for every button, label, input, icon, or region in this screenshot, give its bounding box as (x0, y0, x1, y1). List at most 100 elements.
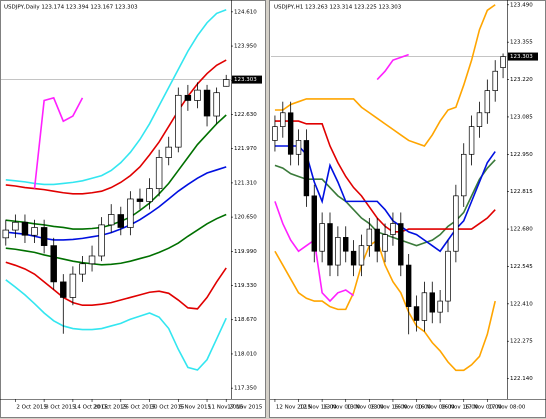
last-price-label: 123.303 (510, 54, 533, 60)
x-tick-label: 17 Nov 00:00 (465, 405, 503, 411)
candle-body (280, 112, 286, 127)
x-tick-label: 13 Nov 08:00 (347, 405, 385, 411)
candle-body (413, 306, 420, 321)
y-tick-label: 123.950 (234, 44, 257, 50)
candle-body (127, 198, 134, 228)
y-tick-label: 118.670 (234, 317, 257, 323)
candle-body (429, 292, 435, 313)
candle-body (405, 264, 412, 307)
y-tick-label: 119.990 (234, 249, 257, 255)
candle-body (136, 198, 144, 202)
indicator-line (5, 261, 227, 310)
candle-body (272, 126, 278, 141)
candle-body (311, 195, 317, 252)
y-tick-label: 124.610 (234, 9, 257, 15)
x-tick-label: 2 Oct 2015 (16, 405, 47, 411)
candle-body (295, 140, 302, 155)
candle-body (155, 157, 163, 189)
candle-body (69, 273, 77, 298)
chart-title: USDJPY,H1 123.263 123.314 123.225 123.30… (274, 5, 402, 11)
candle-body (2, 229, 10, 239)
y-tick-label: 119.330 (234, 283, 257, 289)
y-tick-label: 122.410 (510, 301, 533, 307)
candle-body (468, 126, 475, 155)
candle-body (213, 92, 220, 117)
x-tick-label: 14 Oct 2015 (74, 405, 109, 411)
y-tick-label: 122.275 (510, 339, 533, 345)
candle-body (476, 112, 483, 127)
last-price-box (232, 75, 262, 84)
candle-body (287, 112, 294, 155)
x-tick-label: 16 Nov 08:00 (418, 405, 456, 411)
candle-body (222, 79, 230, 87)
candle-body (194, 89, 201, 101)
candle-body (343, 237, 349, 252)
y-tick-label: 123.085 (510, 114, 533, 120)
candle-body (335, 237, 341, 266)
candle-body (184, 94, 192, 101)
candle-body (437, 300, 443, 313)
candle-body (79, 263, 86, 275)
x-tick-label: 5 Nov 2015 (179, 405, 211, 411)
candle-body (421, 292, 428, 321)
x-tick-label: 17 Nov 08:00 (488, 405, 526, 411)
candle-body (203, 89, 211, 117)
y-tick-label: 118.010 (234, 351, 257, 357)
indicator-line (5, 213, 227, 266)
x-tick-label: 26 Oct 2015 (122, 405, 157, 411)
candle-body (146, 188, 153, 202)
candle-body (374, 228, 380, 252)
candle-body (98, 224, 105, 257)
candle-body (107, 214, 115, 226)
x-tick-label: 17 Nov 2015 (227, 405, 263, 411)
candle-body (445, 250, 451, 302)
x-tick-label: 12 Nov 2015 (276, 405, 312, 411)
x-tick-label: 20 Oct 2015 (93, 405, 128, 411)
candle-body (303, 140, 310, 197)
indicator-line (5, 59, 227, 195)
y-tick-label: 122.680 (510, 227, 533, 233)
candle-body (350, 250, 357, 266)
y-tick-label: 122.950 (510, 152, 533, 158)
x-tick-label: 16 Nov 16:00 (441, 405, 479, 411)
y-tick-label: 122.140 (510, 376, 533, 382)
candle-body (319, 223, 325, 252)
x-tick-label: 11 Nov 2015 (208, 405, 244, 411)
candle-body (461, 153, 467, 197)
indicator-line (274, 238, 496, 372)
candle-body (60, 281, 67, 298)
y-tick-label: 123.355 (510, 40, 533, 46)
y-tick-label: 122.630 (234, 112, 257, 118)
candle-body (453, 195, 459, 252)
y-tick-label: 122.815 (510, 189, 533, 195)
candle-body (358, 245, 365, 266)
last-price-label: 123.303 (234, 77, 257, 83)
candle-body (382, 234, 388, 252)
chart-title: USDJPY,Daily 123.174 123.394 123.167 123… (4, 5, 138, 11)
candle-body (88, 255, 96, 265)
x-tick-label: 13 Nov 16:00 (370, 405, 408, 411)
y-tick-label: 121.970 (234, 146, 257, 152)
x-tick-label: 30 Oct 2015 (151, 405, 186, 411)
y-tick-label: 117.350 (234, 386, 257, 392)
candle-body (175, 94, 182, 148)
last-price-box (508, 52, 538, 61)
candle-body (31, 227, 38, 236)
candle-body (12, 221, 19, 231)
y-tick-label: 120.650 (234, 215, 257, 221)
candle-body (366, 228, 373, 247)
candle-body (484, 90, 491, 114)
x-tick-label: 13 Nov 00:00 (323, 405, 361, 411)
indicator-line (5, 114, 227, 230)
x-tick-label: 8 Oct 2015 (45, 405, 76, 411)
indicator-line (33, 96, 84, 189)
candle-body (50, 245, 57, 283)
candle-body (40, 227, 48, 246)
candle-body (165, 146, 172, 158)
candle-body (117, 214, 125, 228)
y-tick-label: 123.490 (510, 2, 533, 8)
candle-body (390, 223, 396, 235)
candle-body (398, 223, 404, 266)
x-tick-label: 12 Nov 16:00 (300, 405, 338, 411)
